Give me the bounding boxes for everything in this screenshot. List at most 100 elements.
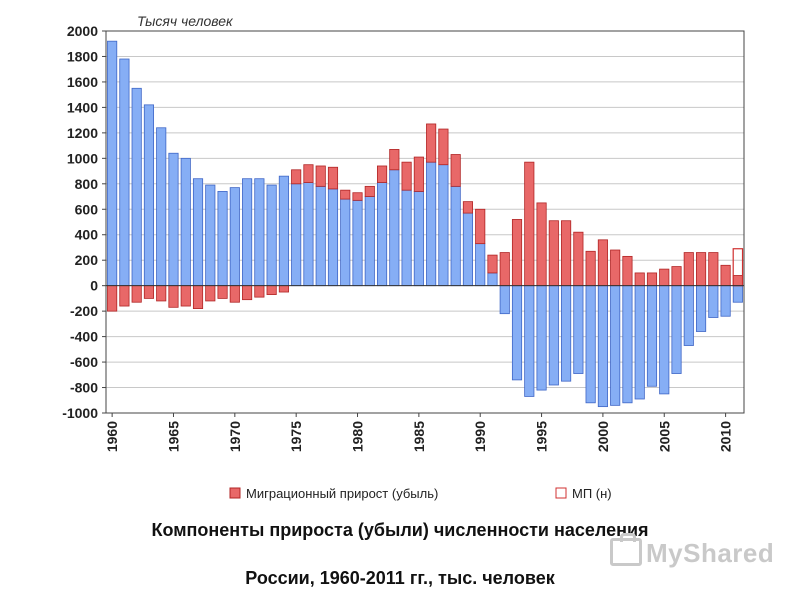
y-tick-label: -400 (70, 329, 98, 345)
bar-migration-1963 (143, 285, 155, 299)
bar-migration-2009 (708, 252, 719, 287)
bar-migration-1988 (450, 154, 461, 187)
y-tick-label: -800 (70, 380, 98, 396)
x-tick-label: 1985 (411, 421, 427, 452)
bar-migration-2004 (646, 272, 658, 287)
bar-natural-1985 (413, 191, 424, 287)
bar-migration-1981 (364, 185, 375, 197)
bar-migration-1978 (327, 166, 339, 190)
x-tick-label: 1990 (472, 421, 488, 452)
bar-migration-1992 (499, 252, 510, 287)
bar-migration-1980 (352, 192, 363, 201)
caption-line-1: Компоненты прироста (убыли) численности … (151, 520, 649, 540)
bar-natural-1996 (548, 285, 559, 386)
presentation-icon (610, 533, 642, 566)
bar-natural-1987 (438, 164, 449, 287)
y-tick-labels: 2000180016001400120010008006004002000-20… (62, 23, 98, 421)
bar-natural-1970 (229, 187, 240, 287)
bar-natural-1977 (315, 185, 326, 287)
bar-migration-1966 (180, 285, 191, 307)
x-tick-labels: 1960 1965 1970 1975 1980 1985 1990 1995 2000 2005… (104, 421, 733, 452)
x-tick-label: 2005 (656, 421, 672, 452)
legend-label-estimate: МП (н) (572, 486, 612, 501)
bar-natural-1960 (107, 40, 118, 287)
bar-migration-1964 (156, 285, 167, 302)
y-tick-label: 1000 (67, 150, 98, 166)
bar-migration-2001 (610, 249, 621, 287)
bar-natural-1971 (242, 178, 253, 287)
bar-migration-1970 (229, 285, 240, 303)
bar-natural-1965 (168, 152, 179, 287)
bar-natural-1980 (352, 199, 363, 287)
bar-natural-1983 (389, 169, 400, 287)
bar-migration-2006 (671, 266, 682, 287)
bar-migration-1997 (561, 220, 572, 287)
bar-migration-1991 (487, 254, 498, 274)
caption-line-2: России, 1960-2011 гг., тыс. человек (245, 568, 555, 588)
bar-natural-1975 (291, 183, 302, 287)
bar-migration-2000 (597, 239, 608, 287)
bar-natural-1995 (536, 285, 547, 391)
bar-migration-1968 (205, 285, 216, 302)
unit-label: Тысяч человек (137, 13, 234, 29)
bar-migration-1987 (438, 128, 449, 166)
bar-migration-1989 (462, 201, 474, 214)
bar-natural-1997 (561, 285, 572, 382)
bar-natural-1961 (119, 58, 130, 287)
bar-natural-1999 (585, 285, 596, 404)
bar-migration-1985 (413, 156, 424, 192)
y-tick-label: 600 (75, 201, 99, 217)
bar-natural-1968 (205, 184, 216, 287)
bar-natural-1994 (524, 285, 535, 397)
bar-natural-2009 (708, 285, 719, 318)
bar-natural-1989 (462, 212, 474, 287)
bar-migration-1993 (511, 219, 523, 287)
bar-migration-1972 (254, 285, 265, 298)
bar-migration-1995 (536, 202, 547, 287)
bar-natural-1974 (278, 175, 289, 287)
bar-natural-1998 (573, 285, 584, 374)
bar-migration-1965 (168, 285, 179, 308)
bar-natural-1964 (156, 127, 167, 287)
legend-label-migration: Миграционный прирост (убыль) (246, 486, 438, 501)
bar-migration-2010 (720, 264, 731, 287)
x-tick-label: 2010 (718, 421, 734, 452)
x-tick-label: 1995 (534, 421, 550, 452)
y-tick-label: -200 (70, 303, 98, 319)
bar-migration-1982 (376, 165, 388, 183)
bar-migration-1961 (119, 285, 130, 307)
bar-natural-1962 (131, 87, 142, 287)
bar-migration-1960 (107, 285, 118, 312)
bar-natural-1978 (327, 188, 339, 287)
bar-migration-1971 (242, 285, 253, 301)
y-tick-label: -1000 (62, 405, 98, 421)
legend-swatch-estimate (555, 487, 567, 499)
y-tick-label: -600 (70, 354, 98, 370)
bar-migration-1976 (303, 164, 314, 183)
bar-natural-2001 (610, 285, 621, 406)
bar-natural-1990 (475, 243, 486, 287)
bar-migration-1979 (340, 189, 351, 200)
y-tick-label: 200 (75, 252, 99, 268)
x-tick-label: 1965 (165, 421, 181, 452)
bar-natural-1972 (254, 178, 265, 287)
bar-natural-1963 (143, 104, 155, 287)
population-components-chart: 2000180016001400120010008006004002000-20… (62, 13, 745, 501)
y-tick-label: 1200 (67, 125, 98, 141)
bar-natural-1982 (376, 182, 388, 287)
x-tick-label: 2000 (595, 421, 611, 452)
bar-migration-1969 (217, 285, 228, 299)
y-tick-label: 1800 (67, 48, 98, 64)
bar-migration-1994 (524, 161, 535, 287)
bar-natural-1988 (450, 185, 461, 287)
x-tick-label: 1980 (350, 421, 366, 452)
bar-natural-2008 (695, 285, 707, 332)
watermark-text: MyShared (646, 538, 775, 568)
bar-natural-2000 (597, 285, 608, 408)
bar-natural-2010 (720, 285, 731, 317)
bar-migration-2011 (732, 275, 743, 287)
bar-natural-1976 (303, 182, 314, 287)
bar-migration-2002 (622, 255, 633, 287)
bar-natural-1993 (511, 285, 523, 381)
bar-migration-2005 (659, 268, 670, 287)
